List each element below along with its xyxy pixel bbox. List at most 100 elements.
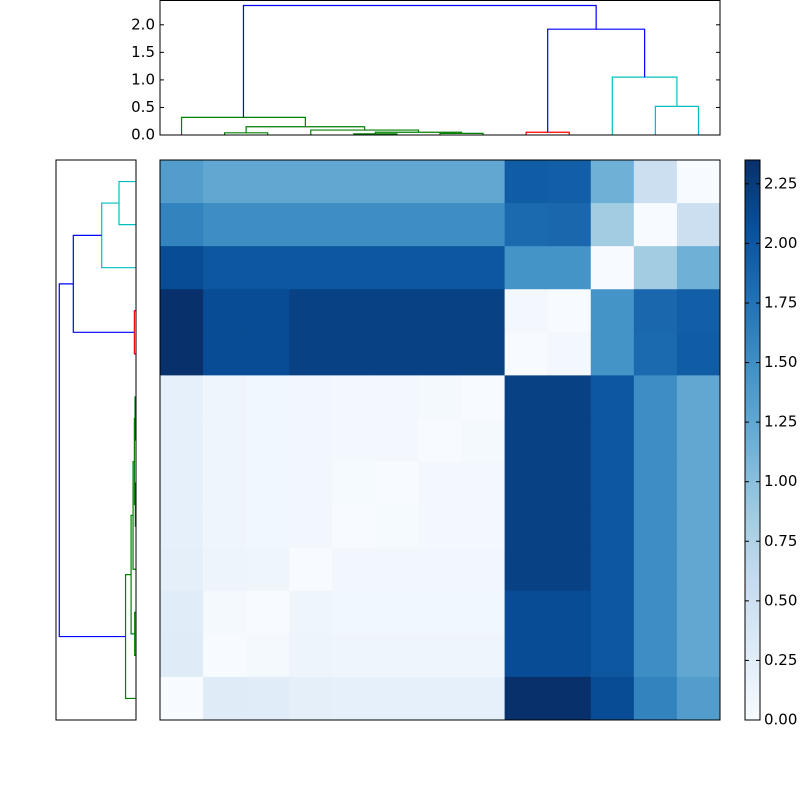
top-dendrogram-frame [159,0,721,136]
heatmap-cell [160,461,204,506]
colorbar-tick-label: 1.75 [764,293,797,311]
heatmap-cell [418,590,463,635]
heatmap-cell [289,375,333,419]
heatmap-cell [332,289,376,333]
heatmap-cell [375,633,419,678]
heatmap-cell [547,160,592,204]
heatmap-cell [203,375,247,419]
heatmap-cell [461,289,506,333]
heatmap-cell [203,633,247,678]
heatmap-cell [246,375,290,419]
heatmap-cell [160,160,204,204]
heatmap-cell [547,246,592,290]
heatmap-cell [633,246,678,290]
heatmap-cell [590,203,635,247]
heatmap-cell [504,633,549,678]
heatmap-cell [504,676,549,721]
heatmap-cell [289,504,333,549]
heatmap-cell [547,289,592,333]
heatmap-cell [461,246,506,290]
heatmap-cell [246,590,290,635]
heatmap-cell [504,160,549,204]
y-tick-label: 2.0 [131,15,155,33]
heatmap-cell [160,246,204,290]
heatmap-cell [375,590,419,635]
heatmap-cell [203,418,247,463]
heatmap-cell [461,461,506,506]
heatmap-cell [246,418,290,463]
heatmap-cell [461,590,506,635]
heatmap-cell [676,203,721,247]
heatmap-cell [246,289,290,333]
heatmap-cell [375,676,419,721]
heatmap-cell [590,332,635,376]
heatmap-cell [547,461,592,506]
heatmap-cell [160,289,204,333]
heatmap-cell [246,203,290,247]
heatmap-cell [590,504,635,549]
heatmap-cell [633,203,678,247]
heatmap-cell [418,375,463,419]
heatmap-cell [633,504,678,549]
heatmap-cell [332,375,376,419]
heatmap-cell [504,461,549,506]
heatmap-cell [246,633,290,678]
heatmap-cell [332,203,376,247]
heatmap-cell [633,332,678,376]
heatmap-cell [203,332,247,376]
heatmap-cell [246,504,290,549]
heatmap-cell [418,676,463,721]
y-tick-label: 1.0 [131,70,155,88]
heatmap-cell [203,461,247,506]
heatmap-cell [633,418,678,463]
heatmap-cell [332,504,376,549]
heatmap-cell [461,332,506,376]
heatmap-cell [633,676,678,721]
heatmap-cell [461,504,506,549]
heatmap-cell [375,289,419,333]
heatmap-cell [676,547,721,592]
heatmap-cell [332,246,376,290]
heatmap-cell [633,289,678,333]
heatmap-cell [590,160,635,204]
heatmap-cell [504,203,549,247]
heatmap-cell [590,246,635,290]
dendrogram-link [242,4,597,118]
heatmap-cell [332,590,376,635]
heatmap-cell [375,461,419,506]
heatmap-cell [289,203,333,247]
colorbar-tick-label: 0.75 [764,532,797,550]
heatmap-cell [504,418,549,463]
heatmap-cell [504,590,549,635]
heatmap-cell [504,246,549,290]
heatmap-cell [633,160,678,204]
heatmap-cell [375,160,419,204]
y-tick-label: 1.5 [131,43,155,61]
heatmap-cell [418,289,463,333]
heatmap-cell [461,160,506,204]
heatmap-cell [461,633,506,678]
heatmap-cell [160,633,204,678]
heatmap-cell [160,504,204,549]
heatmap-cell [332,633,376,678]
colorbar-tick-label: 0.25 [764,651,797,669]
heatmap-cell [633,633,678,678]
colorbar-tick-label: 1.00 [764,472,797,490]
heatmap-cell [590,547,635,592]
heatmap-cell [418,633,463,678]
heatmap-cell [590,633,635,678]
heatmap-cell [547,590,592,635]
heatmap-cell [590,461,635,506]
heatmap-cell [547,547,592,592]
heatmap-cell [676,375,721,419]
heatmap-cell [332,332,376,376]
heatmap-cell [418,547,463,592]
heatmap-cell [203,547,247,592]
heatmap-cell [676,418,721,463]
heatmap-cell [418,160,463,204]
heatmap-cell [375,504,419,549]
heatmap-cell [418,504,463,549]
heatmap-cell [547,332,592,376]
heatmap-cell [332,461,376,506]
